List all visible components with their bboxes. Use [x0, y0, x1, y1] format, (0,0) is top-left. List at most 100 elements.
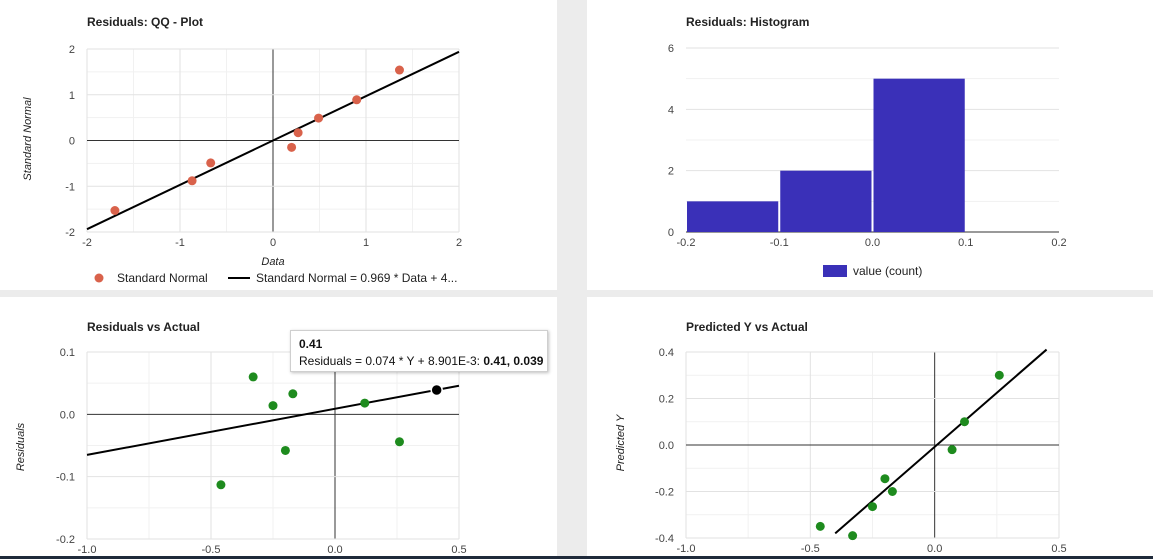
y-tick-label: 0 — [69, 136, 75, 148]
data-point — [848, 531, 858, 541]
data-points — [110, 65, 404, 215]
data-points — [216, 372, 443, 490]
data-points — [815, 370, 1004, 541]
y-tick-label: -1 — [65, 181, 75, 193]
gridlines — [86, 48, 460, 233]
x-tick-label: -0.5 — [801, 543, 820, 555]
x-tick-label: 0.5 — [1051, 543, 1066, 555]
data-point — [280, 445, 290, 455]
data-point — [868, 502, 877, 512]
predicted-vs-actual-panel: Predicted Y vs Actual -1.0 -0.5 0.0 0.5 0.4 0… — [587, 297, 1153, 559]
qq-plot-chart: Residuals: QQ - Plot -2 -1 0 1 2 2 1 0 -1 -2 Data… — [22, 15, 462, 285]
data-point — [360, 398, 370, 408]
legend-marker-points — [94, 273, 104, 283]
tooltip-equation: Residuals = 0.074 * Y + 8.901E-3: — [299, 354, 484, 368]
histogram-bar — [780, 170, 872, 232]
chart-title: Residuals vs Actual — [87, 320, 200, 334]
residuals-vs-actual-chart: Residuals vs Actual -1.0 -0.5 0.0 0.5 0.1 0.0… — [15, 320, 467, 556]
y-tick-label: -0.2 — [56, 534, 75, 546]
y-tick-label: 0.1 — [60, 347, 75, 359]
chart-title: Residuals: Histogram — [686, 15, 809, 29]
tick-labels: -2 -1 0 1 2 2 1 0 -1 -2 — [65, 44, 462, 249]
x-tick-label: -0.2 — [677, 237, 696, 249]
x-tick-label: 0 — [270, 237, 276, 249]
data-point-tooltip: 0.41 Residuals = 0.074 * Y + 8.901E-3: 0… — [290, 330, 548, 372]
chart-title: Residuals: QQ - Plot — [87, 15, 203, 29]
y-tick-label: 6 — [668, 43, 674, 55]
data-point — [268, 401, 278, 411]
histogram-chart: Residuals: Histogram 6 4 2 0-0.2 -0.1 0.0 0.1 0… — [668, 15, 1067, 278]
tooltip-title: 0.41 — [299, 337, 323, 351]
tick-labels: -1.0 -0.5 0.0 0.5 0.1 0.0 -0.1 -0.2 — [56, 347, 467, 556]
legend-marker-bar — [823, 265, 847, 277]
data-point — [187, 176, 197, 186]
y-tick-label: 2 — [668, 166, 674, 178]
y-tick-label: -0.2 — [655, 487, 674, 499]
fit-line — [86, 384, 460, 456]
x-tick-label: 2 — [456, 237, 462, 249]
y-tick-label: -0.1 — [56, 472, 75, 484]
y-axis-label: Residuals — [15, 422, 27, 471]
qq-plot-panel: Residuals: QQ - Plot -2 -1 0 1 2 2 1 0 -1 -2 Data… — [0, 0, 557, 290]
legend[interactable]: value (count) — [823, 264, 922, 278]
x-tick-label: 0.0 — [327, 544, 342, 556]
y-tick-label: 0.4 — [659, 347, 674, 359]
x-tick-label: -1.0 — [78, 544, 97, 556]
y-tick-label: 1 — [69, 90, 75, 102]
x-tick-label: -2 — [82, 237, 92, 249]
data-point — [293, 128, 303, 138]
data-point — [960, 417, 970, 427]
fit-line — [86, 50, 460, 231]
tooltip-body: Residuals = 0.074 * Y + 8.901E-3: 0.41, … — [299, 354, 543, 368]
x-tick-label: 0.5 — [451, 544, 466, 556]
x-tick-label: -0.5 — [202, 544, 221, 556]
tooltip-value: 0.41, 0.039 — [483, 354, 544, 368]
y-tick-label: 0.2 — [659, 394, 674, 406]
data-point — [314, 113, 324, 123]
legend-label-line: Standard Normal = 0.969 * Data + 4... — [256, 271, 457, 285]
bottom-scrollbar[interactable] — [0, 556, 1153, 559]
data-point — [394, 65, 404, 75]
x-tick-label: -0.1 — [770, 237, 789, 249]
x-tick-label: -1 — [175, 237, 185, 249]
histogram-bars — [687, 78, 965, 233]
data-point — [887, 487, 897, 496]
data-point — [947, 445, 957, 455]
x-tick-label: 0.0 — [865, 237, 880, 249]
regression-line — [86, 384, 460, 456]
legend-label-points: Standard Normal — [117, 271, 208, 285]
x-tick-label: 0.2 — [1051, 237, 1066, 249]
predicted-vs-actual-chart: Predicted Y vs Actual -1.0 -0.5 0.0 0.5 0.4 0… — [615, 320, 1067, 555]
x-tick-label: 0.1 — [958, 237, 973, 249]
x-tick-label: 0.0 — [927, 543, 942, 555]
y-axis-label: Standard Normal — [22, 97, 34, 181]
tick-labels: 6 4 2 0-0.2 -0.1 0.0 0.1 0.2 — [668, 43, 1067, 249]
y-tick-label: 4 — [668, 104, 674, 116]
highlighted-data-point — [430, 383, 443, 397]
legend[interactable]: Standard Normal Standard Normal = 0.969 … — [94, 271, 458, 285]
data-point — [994, 370, 1004, 380]
data-point — [880, 474, 890, 484]
y-tick-label: 0.0 — [60, 409, 75, 421]
histogram-bar — [873, 78, 965, 233]
histogram-bar — [687, 201, 779, 232]
fit-line — [834, 348, 1048, 535]
x-tick-label: 1 — [363, 237, 369, 249]
data-point — [110, 205, 120, 215]
x-tick-label: -1.0 — [677, 543, 696, 555]
regression-line — [834, 348, 1048, 535]
tick-labels: -1.0 -0.5 0.0 0.5 0.4 0.2 0.0 -0.2 -0.4 — [655, 347, 1067, 555]
y-axis-label: Predicted Y — [615, 414, 627, 471]
x-axis-label: Data — [261, 256, 284, 268]
histogram-panel: Residuals: Histogram 6 4 2 0 -0.2 -0.1 0.0 0.1 0… — [587, 0, 1153, 290]
y-tick-label: -0.4 — [655, 533, 674, 545]
data-point — [216, 480, 226, 490]
legend-label: value (count) — [853, 264, 922, 278]
data-point — [394, 437, 404, 447]
data-point — [815, 521, 825, 531]
y-tick-label: -2 — [65, 227, 75, 239]
data-point — [248, 372, 258, 382]
chart-title: Predicted Y vs Actual — [686, 320, 808, 334]
y-tick-label: 0 — [668, 227, 674, 239]
data-point — [288, 389, 298, 399]
